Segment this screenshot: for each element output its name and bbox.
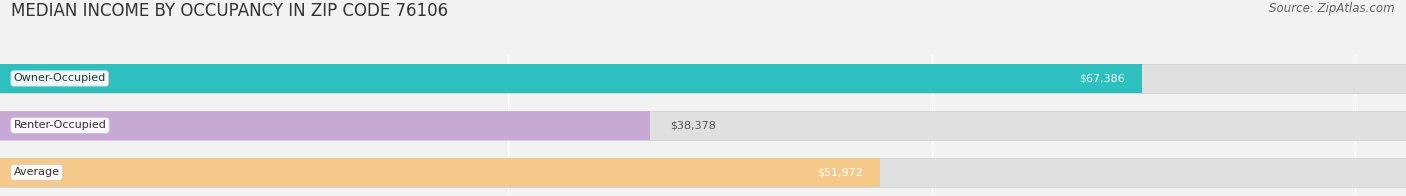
Text: Source: ZipAtlas.com: Source: ZipAtlas.com — [1270, 2, 1395, 15]
Text: Owner-Occupied: Owner-Occupied — [14, 73, 105, 83]
Bar — [0, 158, 880, 187]
Bar — [0, 64, 1406, 93]
Bar — [0, 64, 1142, 93]
Text: $51,972: $51,972 — [817, 167, 863, 178]
Text: MEDIAN INCOME BY OCCUPANCY IN ZIP CODE 76106: MEDIAN INCOME BY OCCUPANCY IN ZIP CODE 7… — [11, 2, 449, 20]
Text: $67,386: $67,386 — [1078, 73, 1125, 83]
Bar — [0, 111, 1406, 140]
Text: Renter-Occupied: Renter-Occupied — [14, 120, 107, 131]
Text: $38,378: $38,378 — [671, 120, 716, 131]
Bar — [0, 111, 650, 140]
Bar — [0, 158, 1406, 187]
Text: Average: Average — [14, 167, 59, 178]
